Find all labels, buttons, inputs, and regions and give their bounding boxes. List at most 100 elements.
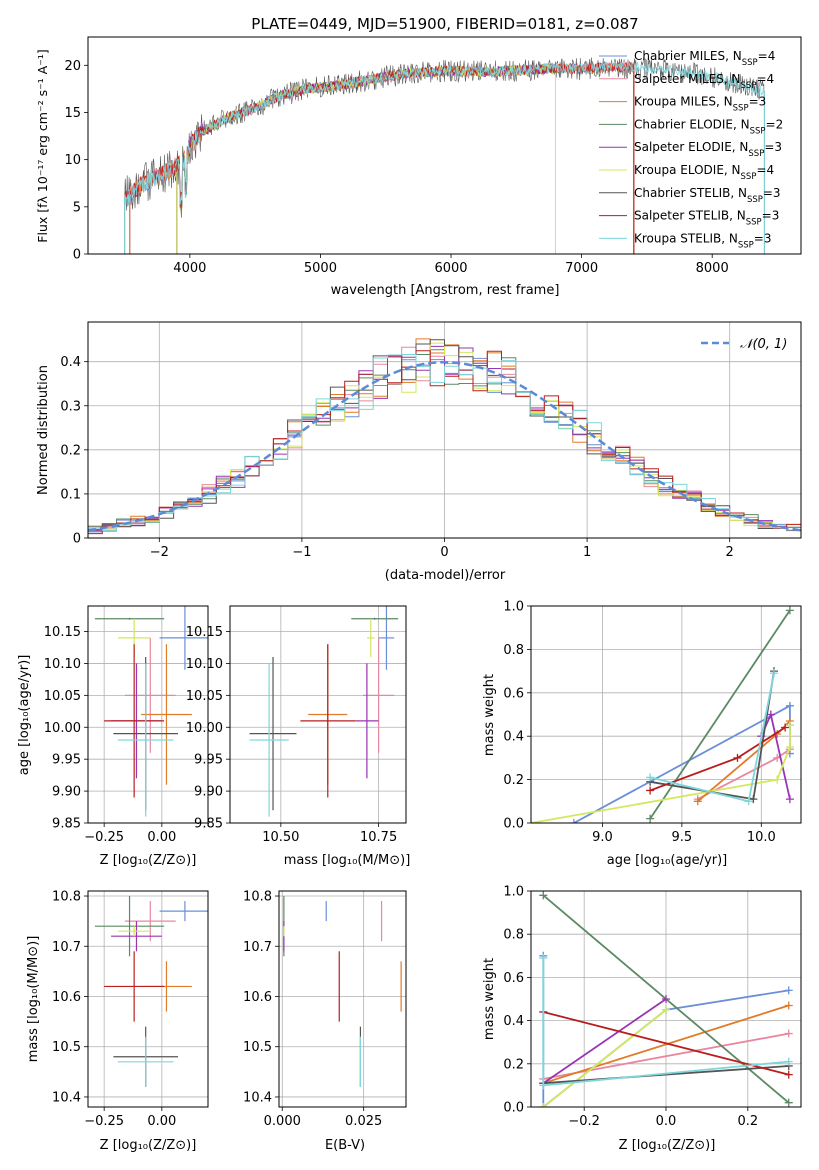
spectrum-series-group-5 (176, 62, 556, 254)
residual-frame (87, 321, 802, 539)
spectrum-legend-subscript-4: SSP (748, 149, 764, 159)
weight-age-xtick-label-1: 9.5 (672, 830, 693, 845)
spectrum-xtick-label-2: 6000 (434, 261, 467, 276)
mass-z-points (94, 896, 208, 1087)
mass-vs-metallicity-plot: −0.25 0.00 10.4 10.5 10.6 10.7 10.8 (52, 890, 209, 1129)
age-mass-ytick-label-2: 9.95 (194, 753, 223, 768)
spectrum-legend-subscript-6: SSP (747, 195, 763, 205)
spectrum-xtick-label-1: 5000 (304, 261, 337, 276)
spectrum-xlabel: wavelength [Angstrom, rest frame] (331, 283, 560, 298)
residual-panel: −2 −1 0 1 200.10.20.30.4 (data-model)/error … (36, 321, 802, 583)
weight-z-marker-8-0 (539, 953, 548, 962)
spectrum-series-group-1 (129, 61, 635, 254)
age-mass-ytick-label-1: 9.90 (194, 785, 223, 800)
mass-z-xtick-label-1: 0.00 (147, 1114, 176, 1129)
weight-age-lines (531, 606, 794, 823)
mass-vs-metallicity-panel: −0.25 0.00 10.4 10.5 10.6 10.7 10.8 Z [log₁₀(Z… (26, 890, 209, 1153)
age-z-ytick-label-6: 10.15 (44, 625, 81, 640)
spectrum-legend-suffix-1: =4 (756, 72, 774, 86)
spectrum-legend-subscript-2: SSP (733, 104, 749, 114)
age-vs-metallicity-plot: −0.25 0.00 9.85 9.90 9.95 10.00 10.05 10.10 10.1… (44, 605, 209, 845)
weight-vs-metallicity-plot: −0.2 0.0 0.2 0.0 0.2 0.4 0.6 0.8 1.0 (503, 885, 802, 1129)
weight-z-ytick-label-4: 0.8 (503, 928, 524, 943)
spectrum-series-8 (124, 61, 765, 206)
mass-ebv-ytick-label-3: 10.7 (243, 940, 272, 955)
spectrum-legend-subscript-5: SSP (741, 172, 757, 182)
spectrum-series-group-4 (176, 63, 556, 254)
spectrum-series-group-3 (176, 63, 556, 254)
weight-age-marker-7-0 (646, 786, 655, 795)
weight-age-ytick-label-3: 0.6 (503, 686, 524, 701)
weight-z-ytick-label-1: 0.2 (503, 1057, 524, 1072)
mass-z-xtick-label-0: −0.25 (84, 1114, 124, 1129)
spectrum-xtick-label-0: 4000 (173, 261, 206, 276)
weight-z-series-6 (543, 1065, 789, 1085)
weight-age-marker-8-2 (770, 669, 778, 678)
residual-xlabel: (data-model)/error (385, 568, 506, 583)
weight-age-ytick-label-1: 0.2 (503, 773, 524, 788)
weight-z-marker-8-1 (539, 1081, 548, 1090)
spectrum-legend-suffix-7: =3 (762, 209, 780, 223)
spectrum-legend-label-6: Chabrier STELIB, NSSP=3 (634, 186, 781, 205)
mass-z-frame (87, 890, 209, 1108)
weight-age-marker-5-3 (785, 721, 794, 730)
spectrum-series-6 (124, 56, 765, 218)
weight-z-marker-5-1 (662, 1005, 670, 1014)
mass-ebv-frame (278, 890, 407, 1108)
mass-ebv-ytick-label-2: 10.6 (243, 990, 272, 1005)
spectrum-title: PLATE=0449, MJD=51900, FIBERID=0181, z=0… (251, 15, 638, 33)
weight-z-marker-1-1 (784, 1029, 793, 1038)
mass-ebv-ytick-label-4: 10.8 (243, 890, 272, 905)
spectrum-xtick-label-4: 8000 (696, 261, 729, 276)
weight-z-ytick-label-0: 0.0 (503, 1101, 524, 1116)
age-z-xtick-label-0: −0.25 (84, 830, 124, 845)
weight-age-xtick-label-0: 9.0 (592, 830, 613, 845)
weight-age-ytick-label-5: 1.0 (503, 600, 524, 615)
spectrum-legend-label-8: Kroupa STELIB, NSSP=3 (634, 231, 772, 250)
spectrum-legend-subscript-7: SSP (746, 218, 762, 228)
spectrum-legend-suffix-6: =3 (763, 186, 781, 200)
weight-age-marker-8-0 (646, 773, 655, 782)
weight-z-series-1 (543, 1032, 789, 1080)
age-vs-metallicity-panel: −0.25 0.00 9.85 9.90 9.95 10.00 10.05 10.10 10.1… (17, 605, 209, 868)
weight-vs-metallicity-ylabel: mass weight (482, 958, 497, 1040)
spectrum-series-group-0 (129, 61, 635, 254)
weight-z-marker-0-3 (784, 986, 793, 995)
mass-ebv-points (283, 896, 402, 1087)
mass-vs-extinction-panel: 0.000 0.025 10.4 10.5 10.6 10.7 10.8 E(B-V) (243, 890, 407, 1153)
weight-z-xtick-label-2: 0.2 (737, 1114, 758, 1129)
weight-age-frame (530, 605, 802, 824)
age-mass-ytick-label-0: 9.85 (194, 817, 223, 832)
spectrum-series-7 (124, 61, 635, 208)
weight-z-marker-8-2 (784, 1057, 793, 1066)
residual-xtick-label-0: −2 (150, 545, 169, 560)
spectrum-ylabel: Flux [fλ 10⁻¹⁷ erg cm⁻² s⁻¹ A⁻¹] (35, 49, 50, 242)
weight-z-series-4 (542, 998, 667, 1084)
spectrum-legend-suffix-0: =4 (758, 49, 776, 63)
age-ylabel: age [log₁₀(age/yr)] (17, 655, 32, 776)
weight-age-marker-5-1 (773, 775, 782, 784)
residual-xtick-label-3: 1 (583, 545, 591, 560)
age-z-ytick-label-5: 10.10 (44, 657, 81, 672)
weight-age-marker-5-2 (785, 743, 794, 752)
weight-z-series-5 (542, 1009, 667, 1107)
spectrum-series-5 (176, 62, 556, 210)
weight-vs-age-plot: 9.0 9.5 10.0 0.0 0.2 0.4 0.6 0.8 1.0 (503, 600, 802, 845)
spectrum-ytick-label-3: 15 (64, 106, 81, 121)
spectrum-ytick-label-0: 0 (73, 248, 81, 263)
age-mass-frame (229, 605, 407, 824)
weight-vs-metallicity-xlabel: Z [log₁₀(Z/Z⊙)] (619, 1138, 716, 1153)
age-mass-ytick-label-4: 10.05 (186, 689, 223, 704)
spectrum-legend-subscript-0: SSP (742, 58, 758, 68)
residual-hist-group-8 (88, 354, 801, 538)
residual-xtick-label-1: −1 (292, 545, 311, 560)
weight-z-frame (530, 890, 802, 1108)
weight-z-marker-5-0 (539, 1103, 548, 1107)
mass-z-ytick-label-1: 10.5 (52, 1040, 81, 1055)
age-vs-mass-panel: 10.50 10.75 9.85 9.90 9.95 10.00 10.05 10.10 10.… (186, 605, 410, 868)
age-z-ytick-label-3: 10.00 (44, 721, 81, 736)
weight-age-marker-3-0 (646, 814, 655, 823)
residual-ytick-label-2: 0.2 (60, 443, 81, 458)
mass-ebv-ytick-label-1: 10.5 (243, 1040, 272, 1055)
